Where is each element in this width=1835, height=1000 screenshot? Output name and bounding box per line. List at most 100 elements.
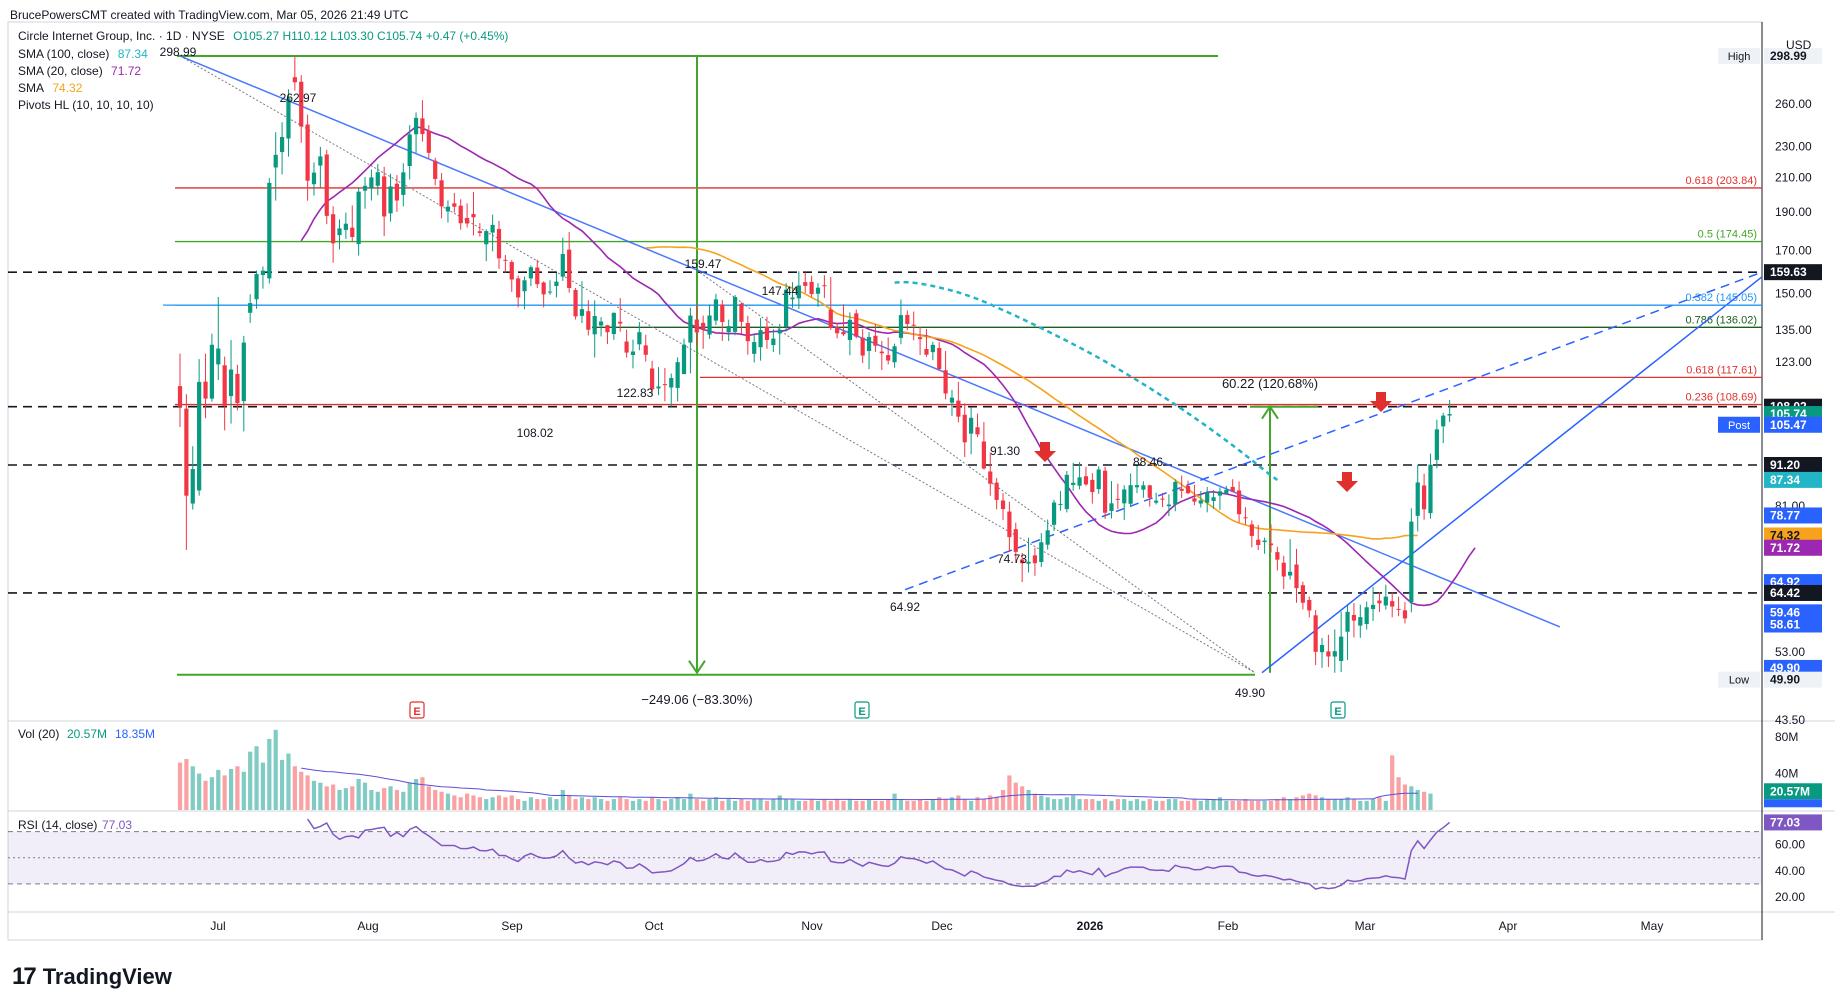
candle-body	[752, 342, 757, 354]
volume-bar	[1083, 799, 1089, 810]
volume-bar	[516, 799, 521, 810]
candle-body	[815, 287, 821, 294]
legend-label: Pivots HL (10, 10, 10, 10)	[18, 98, 154, 112]
candle-body	[197, 381, 202, 491]
candle-body	[235, 373, 240, 404]
volume-bar	[1224, 800, 1229, 810]
legend-sma: SMA 74.32	[18, 81, 87, 95]
candle-body	[311, 172, 317, 185]
earnings-icon-glyph: E	[1334, 706, 1341, 718]
volume-bar	[1134, 799, 1140, 810]
candle-body	[579, 309, 585, 316]
volume-bar	[1409, 786, 1414, 810]
candle-body	[917, 337, 923, 340]
pivot-label: 49.90	[1235, 686, 1265, 700]
candle-body	[190, 469, 195, 504]
candle-body	[777, 329, 782, 334]
pivot-label: 74.73	[997, 552, 1027, 566]
candle-body	[1409, 521, 1414, 603]
candle-body	[1256, 539, 1261, 545]
candle-body	[388, 186, 393, 214]
candle-body	[713, 299, 719, 321]
candle-body	[675, 362, 680, 388]
candle-body	[1109, 503, 1114, 511]
candle-body	[573, 290, 578, 317]
volume-bar	[279, 759, 285, 810]
volume-bar	[1243, 799, 1248, 810]
volume-bar	[1013, 782, 1018, 810]
volume-bar	[1045, 797, 1050, 810]
candle-body	[528, 267, 533, 279]
volume-bar	[713, 797, 719, 810]
volume-bar	[1090, 799, 1095, 810]
fib-level-label: 0.618 (117.61)	[1686, 364, 1757, 376]
price-tag-label: 159.63	[1770, 265, 1807, 279]
candle-body	[796, 285, 801, 299]
candle-body	[1160, 498, 1165, 500]
volume-bar	[1077, 799, 1082, 810]
candle-body	[1045, 530, 1050, 545]
pivot-label: 147.44	[762, 284, 799, 298]
volume-bar	[560, 789, 565, 810]
volume-bar	[362, 782, 368, 810]
price-tag-label: 59.46	[1770, 605, 1800, 619]
volume-bar	[235, 766, 240, 810]
volume-bar	[1154, 800, 1159, 810]
price-tag-label: 105.47	[1770, 418, 1807, 432]
candle-body	[222, 365, 227, 406]
candle-body	[522, 280, 527, 292]
volume-bar	[822, 799, 827, 810]
volume-bar	[815, 800, 821, 810]
price-tag-label: 78.77	[1770, 508, 1800, 522]
volume-bar	[203, 780, 208, 810]
candle-body	[1000, 500, 1006, 510]
candle-body	[1154, 500, 1159, 503]
volume-bar	[445, 793, 451, 810]
candle-body	[669, 377, 674, 388]
uptrend-line	[1261, 276, 1763, 674]
volume-bar	[433, 789, 438, 810]
measure-down-label: −249.06 (−83.30%)	[641, 692, 752, 707]
candle-body	[1058, 503, 1063, 505]
earnings-icon-glyph: E	[413, 706, 420, 718]
volume-bar	[847, 799, 852, 810]
candle-body	[1243, 517, 1248, 519]
price-tag	[1764, 264, 1822, 281]
candle-body	[1192, 498, 1197, 502]
candle-body	[841, 331, 846, 335]
volume-bar	[905, 800, 910, 810]
volume-bar	[618, 797, 623, 810]
candle-body	[273, 154, 278, 168]
candle-body	[1345, 611, 1350, 632]
candle-body	[1147, 485, 1152, 498]
candle-body	[452, 203, 457, 207]
candle-body	[305, 124, 310, 181]
volume-bar	[484, 799, 489, 810]
candle-body	[784, 289, 789, 327]
candle-body	[1339, 636, 1344, 661]
volume-bar	[637, 799, 642, 810]
volume-bar	[535, 799, 540, 810]
volume-legend-value: 20.57M	[67, 727, 107, 741]
candle-body	[1134, 485, 1140, 488]
candle-body	[803, 282, 808, 286]
candle-body	[1103, 470, 1108, 513]
y-tick-label: 260.00	[1775, 97, 1812, 111]
volume-bar	[292, 766, 297, 810]
volume-bar	[1122, 799, 1127, 810]
candle-body	[1262, 540, 1267, 543]
y-tick-label: 170.00	[1775, 243, 1812, 257]
volume-bar	[1173, 799, 1178, 810]
y-tick-label: 230.00	[1775, 139, 1812, 153]
volume-ma-line	[301, 767, 1418, 801]
volume-bar	[854, 800, 859, 810]
candle-body	[854, 313, 859, 337]
candle-body	[949, 397, 955, 403]
candle-body	[1141, 485, 1146, 490]
candle-body	[1007, 511, 1012, 538]
candle-body	[592, 316, 597, 335]
candle-body	[745, 322, 750, 342]
volume-bar	[241, 771, 246, 810]
volume-bar	[752, 799, 757, 810]
